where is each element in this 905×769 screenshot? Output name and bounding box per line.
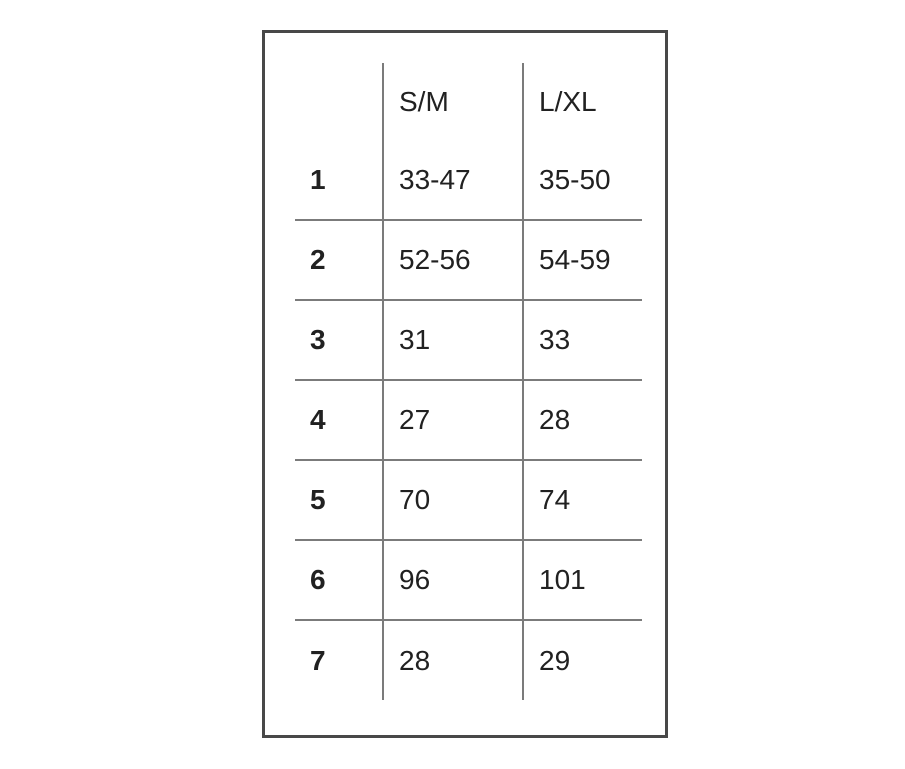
header-cell-empty xyxy=(295,63,384,140)
cell-sm-value: 27 xyxy=(382,379,524,461)
table-row: 6 96 101 xyxy=(295,539,642,621)
row-number: 5 xyxy=(295,459,384,541)
cell-lxl-value: 101 xyxy=(522,539,642,621)
cell-lxl-value: 54-59 xyxy=(522,219,642,301)
table-row: 3 31 33 xyxy=(295,299,642,381)
cell-sm-value: 70 xyxy=(382,459,524,541)
cell-sm-value: 96 xyxy=(382,539,524,621)
header-cell-lxl: L/XL xyxy=(522,63,642,140)
row-number: 2 xyxy=(295,219,384,301)
row-number: 1 xyxy=(295,140,384,221)
table-header-row: S/M L/XL xyxy=(295,63,642,140)
cell-sm-value: 31 xyxy=(382,299,524,381)
row-number: 7 xyxy=(295,619,384,700)
cell-lxl-value: 35-50 xyxy=(522,140,642,221)
table-row: 5 70 74 xyxy=(295,459,642,541)
table-row: 7 28 29 xyxy=(295,619,642,700)
row-number: 3 xyxy=(295,299,384,381)
cell-sm-value: 33-47 xyxy=(382,140,524,221)
size-chart-container: S/M L/XL 1 33-47 35-50 2 52-56 54-59 3 3… xyxy=(262,30,668,738)
cell-lxl-value: 33 xyxy=(522,299,642,381)
table-row: 1 33-47 35-50 xyxy=(295,140,642,221)
table-row: 4 27 28 xyxy=(295,379,642,461)
cell-lxl-value: 28 xyxy=(522,379,642,461)
row-number: 6 xyxy=(295,539,384,621)
cell-lxl-value: 29 xyxy=(522,619,642,700)
cell-sm-value: 28 xyxy=(382,619,524,700)
row-number: 4 xyxy=(295,379,384,461)
size-chart-table: S/M L/XL 1 33-47 35-50 2 52-56 54-59 3 3… xyxy=(295,63,642,700)
cell-lxl-value: 74 xyxy=(522,459,642,541)
table-row: 2 52-56 54-59 xyxy=(295,219,642,301)
header-cell-sm: S/M xyxy=(382,63,524,140)
cell-sm-value: 52-56 xyxy=(382,219,524,301)
